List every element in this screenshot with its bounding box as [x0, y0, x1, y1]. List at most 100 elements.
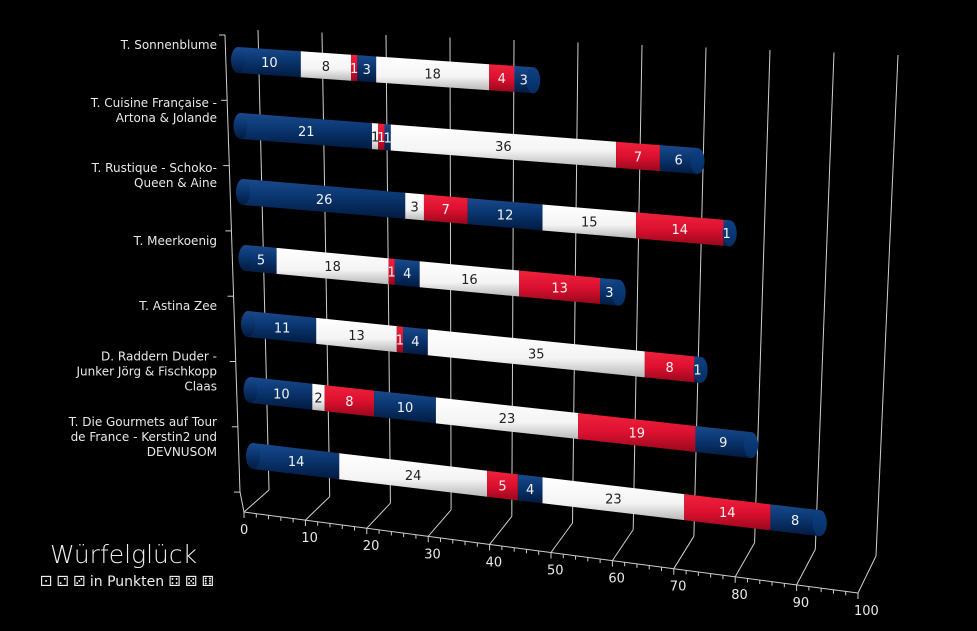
x-tick-label: 0	[240, 523, 248, 538]
bar-end-face	[611, 279, 626, 306]
vertical-gridline	[693, 47, 707, 537]
y-axis-line	[224, 34, 241, 493]
data-label: 24	[405, 469, 422, 484]
bar-segment	[489, 64, 515, 92]
bar-segment	[616, 141, 660, 172]
floor-gridline	[857, 555, 877, 594]
x-tick-label: 10	[301, 531, 318, 546]
bar-segment	[467, 198, 543, 231]
category-label: D. Raddern Duder -	[101, 350, 217, 364]
bar-segment	[542, 204, 637, 239]
vertical-gridline	[814, 52, 835, 550]
bar-start-cap	[231, 47, 245, 73]
bar-segment	[371, 123, 379, 150]
data-label: 35	[528, 347, 545, 362]
bar-segment	[248, 311, 317, 344]
bar-segment	[517, 474, 543, 504]
data-label: 13	[348, 329, 365, 344]
floor-gridline	[796, 549, 816, 586]
floor-gridline	[611, 529, 634, 561]
x-tick-label: 80	[731, 588, 748, 603]
bar-segment	[578, 413, 696, 452]
bar-segment	[695, 425, 752, 459]
data-label: 4	[498, 72, 506, 87]
floor-gridline	[305, 496, 331, 521]
data-label: 36	[495, 140, 512, 155]
bar-start-cap	[243, 377, 258, 403]
category-label: Junker Jörg & Fischkopp	[75, 365, 217, 379]
category-label: Artona & Jolande	[116, 111, 217, 125]
bar-segment	[374, 390, 436, 424]
data-label: 4	[526, 483, 534, 498]
bar-segment	[378, 123, 385, 151]
bar-segment	[312, 383, 325, 412]
data-label: 6	[675, 154, 683, 169]
data-label: 1	[371, 130, 379, 145]
bar-segment	[300, 51, 352, 81]
x-tick-label: 90	[793, 596, 810, 611]
category-label: Queen & Aine	[134, 176, 217, 190]
category-label: T. Cuisine Française -	[90, 96, 217, 110]
data-label: 1	[693, 364, 701, 379]
bar-segment	[644, 351, 695, 383]
x-tick-label: 40	[486, 555, 503, 570]
floor-gridline	[427, 509, 452, 537]
bar-start-cap	[241, 311, 255, 337]
data-label: 9	[719, 436, 727, 451]
bar-segment	[250, 377, 313, 410]
bar-segment	[339, 453, 488, 497]
category-label: Claas	[184, 380, 217, 394]
bar-segment	[245, 245, 277, 274]
category-label: DEVNUSOM	[147, 445, 217, 459]
chart-title: Würfelglück	[50, 540, 198, 569]
data-label: 15	[581, 215, 598, 230]
category-label: T. Sonnenblume	[120, 38, 217, 52]
data-label: 11	[274, 321, 291, 336]
floor-gridline	[243, 489, 270, 513]
x-tick-label: 60	[608, 572, 625, 587]
bar-row: 10 8 1 3 18 4 3	[231, 47, 541, 94]
bar-segment	[394, 258, 420, 288]
bar-segment	[636, 212, 724, 246]
data-label: 14	[672, 223, 689, 238]
bar-row: 5 18 1 4 16 13 3	[238, 245, 626, 306]
data-label: 4	[411, 335, 419, 350]
data-label: 19	[628, 427, 645, 442]
category-label: T. Meerkoenig	[133, 234, 217, 248]
bar-segment	[684, 494, 771, 531]
data-label: 5	[498, 480, 506, 495]
data-label: 8	[322, 60, 330, 75]
data-label: 2	[314, 391, 322, 406]
bar-row: 10 2 8 10 23 19 9	[243, 377, 759, 459]
category-labels: T. Sonnenblume T. Cuisine Française -Arto…	[68, 38, 217, 459]
data-label: 10	[261, 56, 278, 71]
bar-segment	[396, 326, 403, 353]
chart-subtitle: ⚀ ⚁ ⚂ in Punkten ⚃ ⚄ ⚅	[40, 574, 214, 590]
data-label: 23	[605, 493, 622, 508]
data-label: 14	[288, 455, 305, 470]
data-label: 1	[377, 131, 385, 146]
data-label: 8	[665, 361, 673, 376]
data-label: 3	[410, 201, 418, 216]
bar-segment	[276, 247, 389, 285]
data-label: 1	[396, 333, 404, 348]
bar-segment	[240, 113, 372, 150]
data-label: 18	[424, 67, 441, 82]
data-label: 23	[499, 412, 516, 427]
bar-segment	[405, 192, 424, 221]
vertical-gridline	[632, 44, 643, 530]
bar-segment	[388, 258, 395, 285]
bar-end-face	[722, 220, 737, 247]
data-label: 7	[634, 150, 642, 165]
x-tick-label: 70	[670, 580, 687, 595]
bar-end-face	[526, 67, 541, 94]
bar-end-face	[744, 432, 759, 459]
bar-start-cap	[238, 245, 253, 271]
bar-start-cap	[246, 443, 260, 469]
category-label: T. Astina Zee	[138, 299, 217, 313]
bar-start-cap	[233, 113, 248, 139]
bar-segment	[427, 329, 645, 378]
